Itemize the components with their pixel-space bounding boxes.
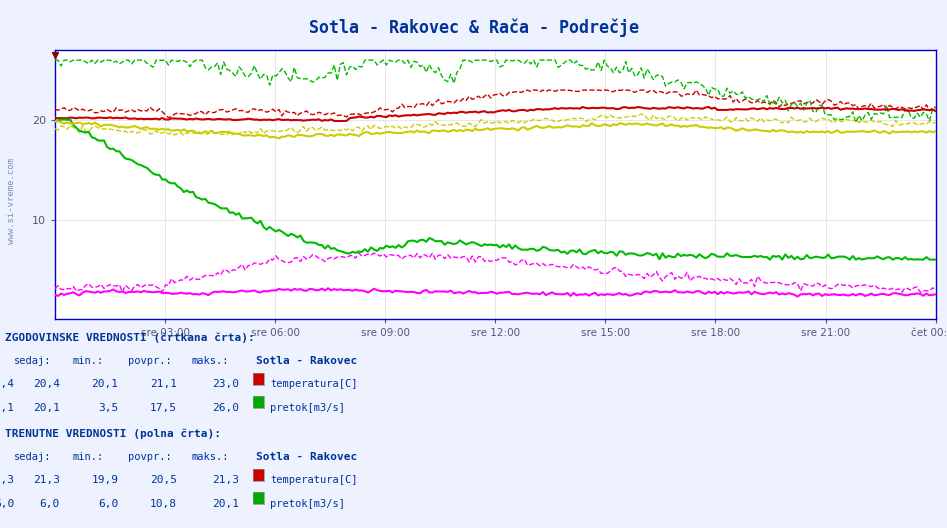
Text: 20,5: 20,5 <box>150 475 177 485</box>
Text: 21,1: 21,1 <box>150 379 177 389</box>
Text: sedaj:: sedaj: <box>14 452 52 462</box>
Text: 6,0: 6,0 <box>40 498 60 508</box>
Text: TRENUTNE VREDNOSTI (polna črta):: TRENUTNE VREDNOSTI (polna črta): <box>5 429 221 439</box>
Text: Sotla - Rakovec & Rača - Podrečje: Sotla - Rakovec & Rača - Podrečje <box>309 18 638 37</box>
Text: maks.:: maks.: <box>191 452 229 462</box>
Text: 23,0: 23,0 <box>211 379 239 389</box>
Text: Sotla - Rakovec: Sotla - Rakovec <box>256 356 357 366</box>
Text: temperatura[C]: temperatura[C] <box>270 379 357 389</box>
Text: 26,0: 26,0 <box>211 403 239 413</box>
Text: 20,1: 20,1 <box>32 403 60 413</box>
Text: 21,3: 21,3 <box>0 475 14 485</box>
Text: 20,1: 20,1 <box>91 379 118 389</box>
Text: 21,3: 21,3 <box>211 475 239 485</box>
Text: 6,0: 6,0 <box>0 498 14 508</box>
Text: 6,0: 6,0 <box>98 498 118 508</box>
Text: 20,4: 20,4 <box>0 379 14 389</box>
Text: sedaj:: sedaj: <box>14 356 52 366</box>
Text: povpr.:: povpr.: <box>128 452 171 462</box>
Text: www.si-vreme.com: www.si-vreme.com <box>7 158 16 243</box>
Text: 17,5: 17,5 <box>150 403 177 413</box>
Text: min.:: min.: <box>73 452 104 462</box>
Text: temperatura[C]: temperatura[C] <box>270 475 357 485</box>
Text: 3,5: 3,5 <box>98 403 118 413</box>
Text: 20,4: 20,4 <box>32 379 60 389</box>
Text: povpr.:: povpr.: <box>128 356 171 366</box>
Text: ZGODOVINSKE VREDNOSTI (črtkana črta):: ZGODOVINSKE VREDNOSTI (črtkana črta): <box>5 333 255 343</box>
Text: 20,1: 20,1 <box>211 498 239 508</box>
Text: 20,1: 20,1 <box>0 403 14 413</box>
Text: 21,3: 21,3 <box>32 475 60 485</box>
Text: Sotla - Rakovec: Sotla - Rakovec <box>256 452 357 462</box>
Text: min.:: min.: <box>73 356 104 366</box>
Text: 19,9: 19,9 <box>91 475 118 485</box>
Text: pretok[m3/s]: pretok[m3/s] <box>270 403 345 413</box>
Text: maks.:: maks.: <box>191 356 229 366</box>
Text: pretok[m3/s]: pretok[m3/s] <box>270 498 345 508</box>
Text: 10,8: 10,8 <box>150 498 177 508</box>
